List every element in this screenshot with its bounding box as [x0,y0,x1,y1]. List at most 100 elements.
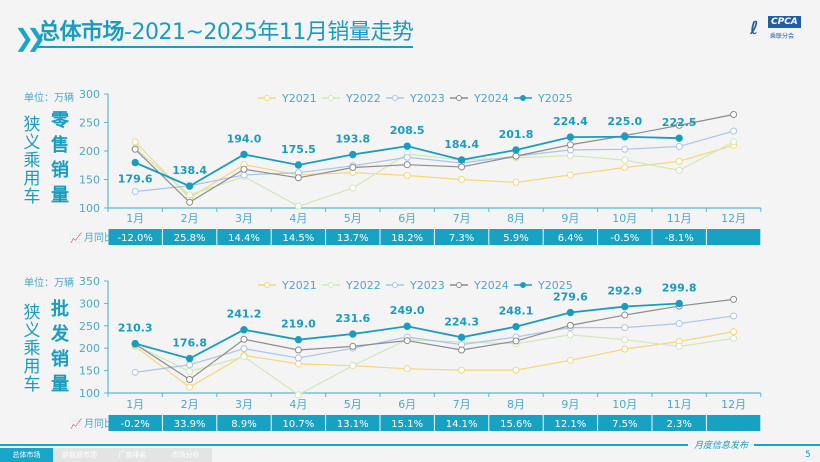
data-point-y2021 [294,360,302,368]
tab-nev-market[interactable]: 新能源市场 [53,448,106,462]
data-point-y2022 [349,184,357,192]
tab-overall-market[interactable]: 总体市场 [0,448,53,462]
data-label-y2025: 193.8 [335,133,370,146]
x-tick-label: 2月 [181,398,199,411]
data-point-y2025 [349,330,357,338]
series-line-y2021 [134,141,734,199]
data-point-y2024 [675,121,683,129]
y-tick-label: 200 [79,145,100,158]
yoy-cell [706,229,761,245]
yoy-cell [326,415,380,431]
footer-text: 月度信息发布 [688,438,755,451]
cpca-logo: ℓ CPCA 乘联分会 [748,16,808,44]
data-point-y2025 [457,333,466,342]
yoy-cell [489,415,543,431]
x-tick-label: 8月 [507,212,525,225]
legend-marker-y2023 [392,95,398,101]
page-number: 5 [805,450,811,460]
data-point-y2023 [240,171,248,179]
yoy-cell [652,229,706,245]
y-tick-label: 250 [79,320,100,333]
data-point-y2022 [186,191,194,199]
yoy-value: 15.6% [500,419,532,430]
data-point-y2024 [730,111,738,119]
data-point-y2021 [403,172,411,180]
legend-marker-y2024 [456,95,462,101]
legend-marker-y2025 [520,282,526,288]
x-tick-label: 7月 [453,398,471,411]
legend-marker-y2023 [392,282,398,288]
data-point-y2025 [131,339,139,348]
data-point-y2023 [131,368,139,376]
legend-label-y2025: Y2025 [537,279,573,292]
data-point-y2025 [457,156,466,164]
data-point-y2025 [294,161,303,169]
data-point-y2024 [349,164,357,172]
x-tick-label: 3月 [235,398,253,411]
x-tick-label: 8月 [507,398,525,411]
data-point-y2021 [566,356,574,364]
x-tick-label: 12月 [721,212,746,225]
data-point-y2024 [512,152,520,160]
data-point-y2022 [566,152,574,160]
logo-mark-icon: ℓ [750,18,759,39]
data-point-y2025 [185,182,194,190]
data-label-y2025: 219.0 [281,318,316,331]
data-point-y2022 [186,367,194,375]
legend-marker-y2022 [328,282,334,288]
yoy-cell [217,229,271,245]
data-point-y2025 [675,134,683,142]
yoy-cell [543,415,598,431]
data-point-y2022 [294,391,302,399]
data-label-y2025: 175.5 [281,143,316,156]
data-label-y2025: 225.0 [607,115,642,128]
yoy-value: 15.1% [391,419,423,430]
data-point-y2025 [621,302,629,311]
data-point-y2025 [294,335,303,344]
data-point-y2023 [621,145,629,153]
data-point-y2022 [621,336,629,344]
data-point-y2022 [566,331,574,339]
tab-manufacturer-ranking[interactable]: 厂商排名 [106,448,159,462]
data-label-y2025: 208.5 [390,124,425,137]
x-tick-label: 5月 [344,212,362,225]
yoy-cell [706,415,761,431]
data-point-y2022 [675,166,683,174]
yoy-value: 7.5% [612,419,637,430]
y-tick-label: 300 [79,88,100,101]
series-line-y2024 [134,298,734,381]
legend-marker-y2021 [264,95,270,101]
tab-market-analysis[interactable]: 市场分析 [159,448,212,462]
yoy-cell [489,229,543,245]
yoy-cell [380,415,434,431]
data-label-y2025: 176.8 [172,337,207,350]
data-point-y2023 [240,345,248,353]
data-point-y2025 [403,142,411,150]
yoy-cell [434,415,489,431]
data-point-y2024 [186,198,194,206]
data-point-y2025 [566,133,575,141]
data-point-y2024 [240,335,248,343]
legend-marker-y2024 [456,282,462,288]
x-tick-label: 12月 [721,398,746,411]
data-point-y2021 [512,366,520,374]
data-point-y2025 [185,354,194,363]
yoy-value: 7.3% [449,233,474,244]
data-point-y2025 [566,308,575,317]
data-label-y2025: 224.4 [553,115,588,128]
yoy-cell [162,229,217,245]
data-label-y2025: 224.3 [444,315,479,328]
side-label-wholesale: 狭义乘用车 [23,303,41,395]
yoy-value: 2.3% [666,419,691,430]
data-point-y2021 [512,178,520,186]
yoy-value: 13.7% [337,233,369,244]
yoy-label: 月同比 [84,418,114,430]
yoy-value: -8.1% [665,233,694,244]
yoy-cell [652,415,706,431]
data-point-y2023 [730,127,738,135]
title-rest: -2021~2025年11月销量走势 [124,20,414,45]
yoy-value: -0.5% [610,233,639,244]
data-point-y2025 [512,322,520,331]
ylabel-wholesale: 批发销量 [51,299,69,395]
yoy-cell [434,229,489,245]
